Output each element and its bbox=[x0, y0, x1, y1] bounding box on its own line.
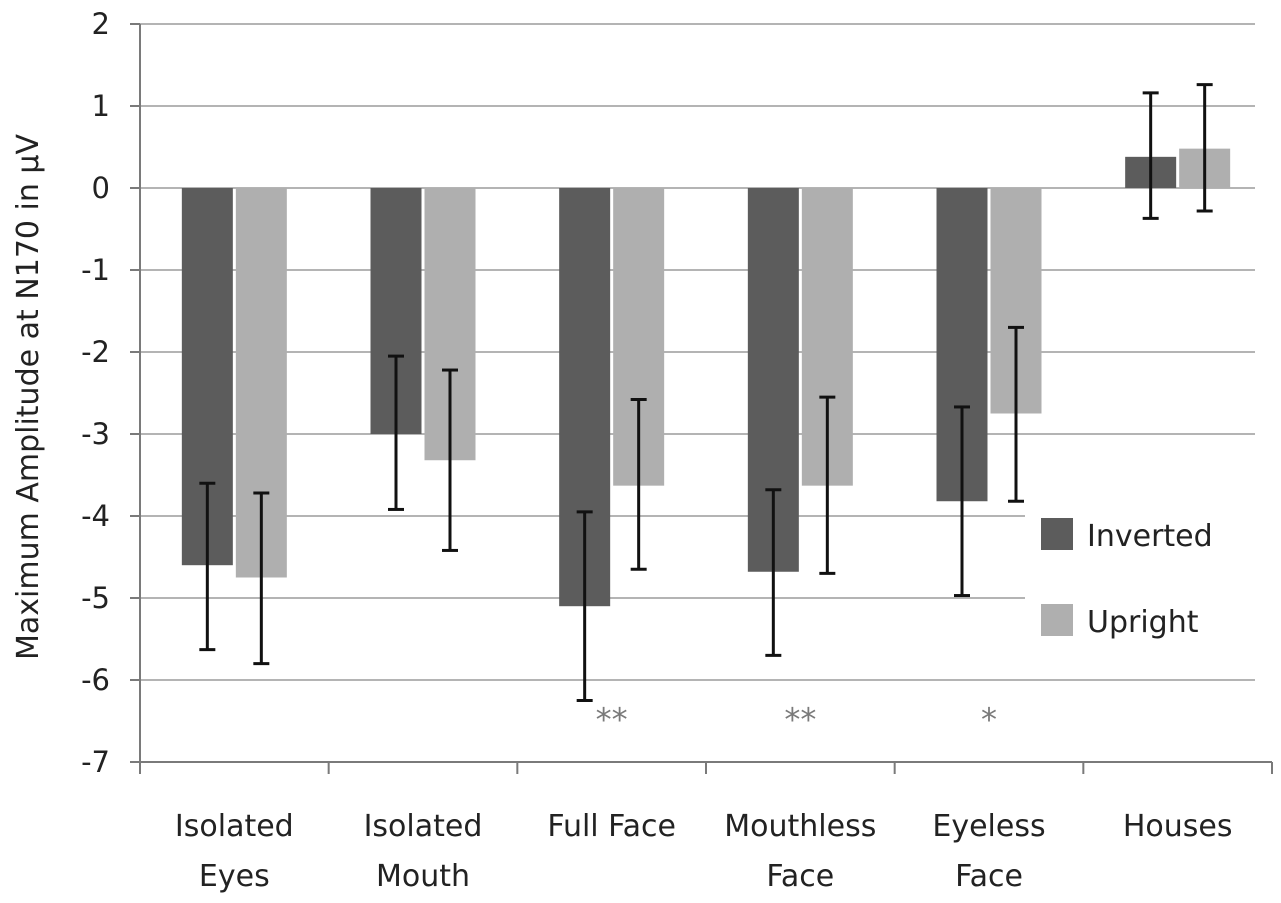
x-category-label: Full Face bbox=[547, 809, 676, 844]
legend-label-inverted: Inverted bbox=[1087, 519, 1213, 554]
y-tick-label: -6 bbox=[81, 663, 110, 697]
legend: Inverted Upright bbox=[1025, 498, 1260, 664]
axis-layer bbox=[130, 23, 1273, 774]
significance-annotation: * bbox=[981, 701, 997, 739]
x-category-label: Isolated bbox=[364, 809, 483, 844]
y-tick-label: -2 bbox=[81, 335, 110, 369]
x-category-label: Isolated bbox=[175, 809, 294, 844]
significance-annotation: ** bbox=[596, 701, 628, 739]
y-tick-label: 0 bbox=[92, 171, 110, 205]
x-category-label: Houses bbox=[1123, 809, 1233, 844]
y-tick-label: -4 bbox=[81, 499, 110, 533]
y-tick-label: -1 bbox=[81, 253, 110, 287]
legend-swatch-inverted bbox=[1041, 518, 1073, 550]
legend-swatch-upright bbox=[1041, 604, 1073, 636]
x-category-label: Face bbox=[766, 859, 834, 894]
y-tick-label: -5 bbox=[81, 581, 110, 615]
significance-annotation: ** bbox=[784, 701, 816, 739]
label-layer: 2 1 0 -1 -2 -3 -4 -5 -6 -7 Isolated Eyes Isolated Mou… bbox=[11, 7, 1232, 894]
y-tick-label: 1 bbox=[92, 89, 110, 123]
x-category-label: Eyes bbox=[199, 859, 270, 894]
legend-label-upright: Upright bbox=[1087, 605, 1199, 640]
x-category-label: Mouthless bbox=[724, 809, 876, 844]
y-axis-label: Maximum Amplitude at N170 in μV bbox=[11, 134, 46, 661]
x-category-label: Mouth bbox=[376, 859, 470, 894]
y-tick-label: -7 bbox=[81, 745, 110, 779]
x-category-label: Face bbox=[955, 859, 1023, 894]
error-bar-layer bbox=[199, 83, 1213, 702]
y-tick-label: 2 bbox=[92, 7, 110, 41]
y-tick-label: -3 bbox=[81, 417, 110, 451]
x-category-label: Eyeless bbox=[932, 809, 1045, 844]
